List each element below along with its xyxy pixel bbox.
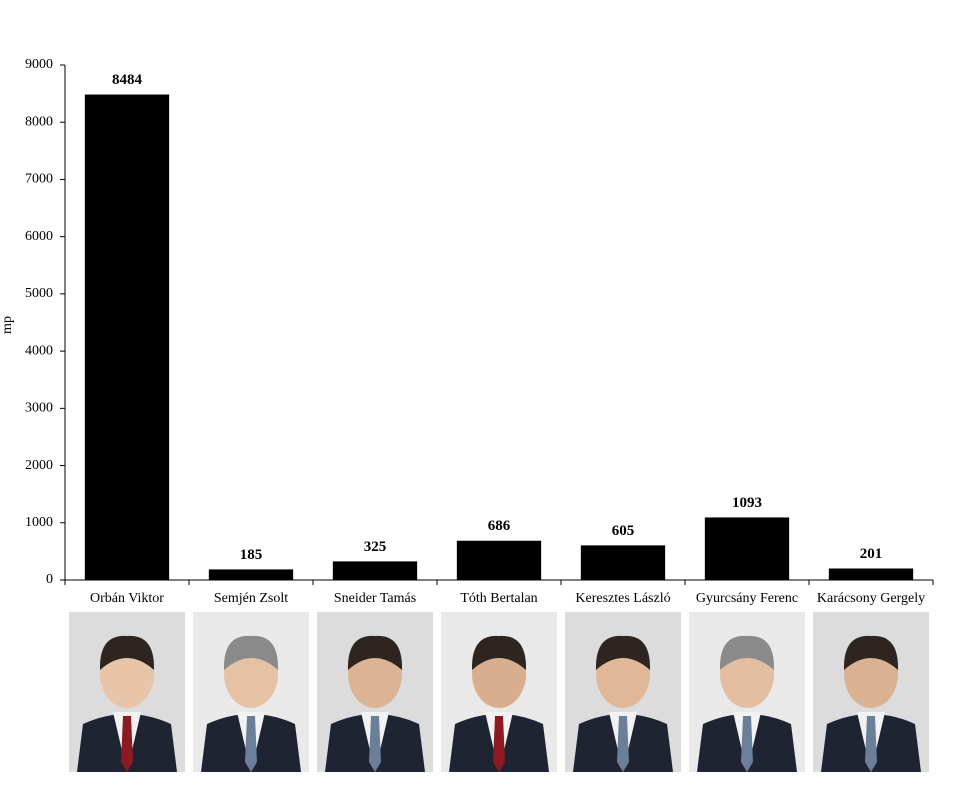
portrait-tie [741, 716, 753, 772]
y-tick-label: 2000 [25, 458, 53, 473]
value-label: 185 [240, 547, 263, 563]
value-label: 605 [612, 523, 635, 539]
x-tick-label: Sneider Tamás [334, 591, 416, 606]
bar [208, 569, 294, 580]
portrait-tie [121, 716, 133, 772]
x-tick-label: Karácsony Gergely [817, 591, 925, 606]
portrait-hair [471, 635, 527, 670]
bar [704, 517, 790, 580]
portrait-tie [369, 716, 381, 772]
y-tick-label: 5000 [25, 286, 53, 301]
x-tick-label: Tóth Bertalan [460, 591, 537, 606]
portrait-tie [493, 716, 505, 772]
y-tick-label: 8000 [25, 114, 53, 129]
y-tick-label: 9000 [25, 57, 53, 72]
y-tick-label: 3000 [25, 401, 53, 416]
value-label: 201 [860, 546, 883, 562]
bar [580, 545, 666, 580]
value-label: 8484 [112, 72, 143, 88]
portrait-tie [865, 716, 877, 772]
x-tick-label: Gyurcsány Ferenc [696, 591, 798, 606]
portrait [317, 612, 433, 772]
portrait [441, 612, 557, 772]
portrait-hair [99, 635, 155, 670]
portrait [69, 612, 185, 772]
value-label: 325 [364, 539, 387, 555]
portrait-hair [347, 635, 403, 670]
y-tick-label: 6000 [25, 229, 53, 244]
bar [456, 540, 542, 580]
x-tick-label: Semjén Zsolt [214, 591, 288, 606]
value-label: 686 [488, 518, 511, 534]
y-tick-label: 4000 [25, 343, 53, 358]
y-tick-label: 0 [46, 572, 53, 587]
portrait [565, 612, 681, 772]
bar [332, 561, 418, 580]
y-tick-label: 7000 [25, 172, 53, 187]
bar [84, 94, 170, 580]
portrait [193, 612, 309, 772]
portrait-tie [245, 716, 257, 772]
portrait-tie [617, 716, 629, 772]
y-tick-label: 1000 [25, 515, 53, 530]
portrait [813, 612, 929, 772]
x-tick-label: Keresztes László [575, 591, 670, 606]
bar [828, 568, 914, 580]
portrait [689, 612, 805, 772]
portrait-hair [223, 635, 279, 670]
portrait-hair [843, 635, 899, 670]
y-axis-label: mp [0, 316, 15, 334]
portrait-hair [595, 635, 651, 670]
value-label: 1093 [732, 495, 762, 511]
portrait-hair [719, 635, 775, 670]
x-tick-label: Orbán Viktor [90, 591, 164, 606]
